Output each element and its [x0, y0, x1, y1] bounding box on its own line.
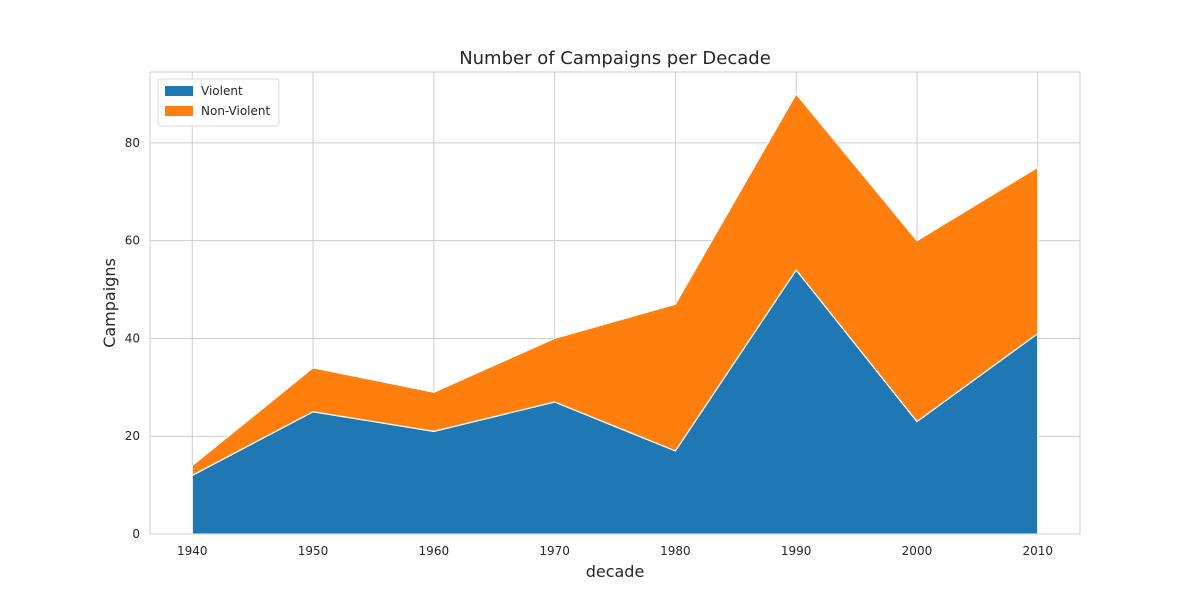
- x-tick-label-1960: 1960: [419, 544, 450, 558]
- plot-frame: [149, 71, 1081, 535]
- x-tick-label-1980: 1980: [660, 544, 691, 558]
- chart-title: Number of Campaigns per Decade: [459, 48, 771, 69]
- x-tick-label-1990: 1990: [781, 544, 812, 558]
- y-tick-label-0: 0: [132, 527, 140, 541]
- x-axis-label: decade: [586, 562, 645, 581]
- x-tick-label-1950: 1950: [298, 544, 329, 558]
- x-tick-label-2010: 2010: [1022, 544, 1053, 558]
- plot-border: [149, 71, 1081, 535]
- y-tick-label-40: 40: [125, 331, 140, 345]
- y-tick-label-60: 60: [125, 234, 140, 248]
- x-tick-label-2000: 2000: [902, 544, 933, 558]
- y-tick-label-20: 20: [125, 429, 140, 443]
- y-axis-ticks: 0 20 40 60 80: [125, 136, 140, 541]
- x-tick-label-1940: 1940: [177, 544, 208, 558]
- legend: Violent Non-Violent: [157, 78, 280, 127]
- legend-swatch-2: [165, 106, 193, 116]
- legend-swatch-1: [165, 86, 193, 96]
- legend-label-2: Non-Violent: [201, 104, 270, 118]
- x-tick-label-1970: 1970: [539, 544, 570, 558]
- area-series-2: [191, 92, 1039, 477]
- x-axis-ticks: 1940 1950 1960 1970 1980 1990 2000 2010: [177, 544, 1053, 558]
- y-axis-label: Campaigns: [100, 258, 119, 348]
- y-tick-label-80: 80: [125, 136, 140, 150]
- legend-label-1: Violent: [201, 84, 243, 98]
